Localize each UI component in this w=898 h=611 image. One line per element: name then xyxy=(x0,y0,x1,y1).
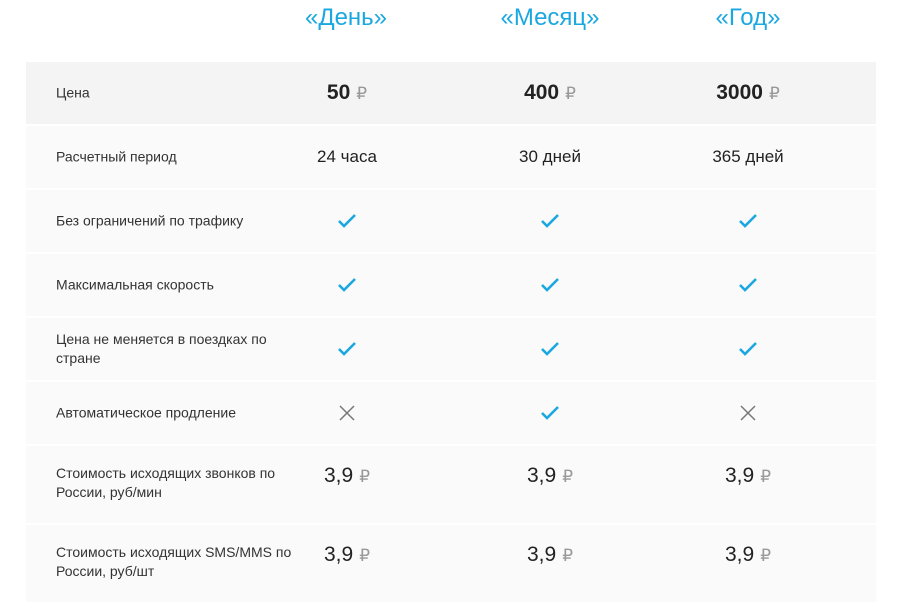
table-cell: 3,9 ₽ xyxy=(725,543,771,567)
check-icon xyxy=(541,406,559,420)
table-cell xyxy=(739,278,757,292)
check-icon xyxy=(739,214,757,228)
table-cell xyxy=(541,278,559,292)
check-icon xyxy=(739,342,757,356)
check-icon xyxy=(338,214,356,228)
table-cell xyxy=(541,342,559,356)
check-icon xyxy=(739,278,757,292)
table-row: Цена 50 ₽400 ₽3000 ₽ xyxy=(26,62,876,124)
comparison-table: Цена 50 ₽400 ₽3000 ₽ Расчетный период 24 часа 3… xyxy=(26,62,876,604)
check-icon xyxy=(541,214,559,228)
table-cell: 24 часа xyxy=(317,147,377,167)
table-cell: 3,9 ₽ xyxy=(527,543,573,567)
period-value: 365 дней xyxy=(712,147,784,166)
period-value: 30 дней xyxy=(519,147,581,166)
table-cell xyxy=(739,214,757,228)
price-value: 400 xyxy=(524,81,560,104)
table-cell xyxy=(338,214,356,228)
cost-value: 3,9 xyxy=(724,543,755,566)
table-cell xyxy=(739,342,757,356)
plan-header-year: «Год» xyxy=(715,4,781,31)
check-icon xyxy=(541,342,559,356)
table-cell xyxy=(338,342,356,356)
row-label: Автоматическое продление xyxy=(56,404,236,421)
row-label: Расчетный период xyxy=(56,148,177,165)
ruble-sign: ₽ xyxy=(356,84,368,103)
row-label: Цена не меняется в поездках по стране xyxy=(56,331,267,366)
cross-icon xyxy=(339,405,355,421)
plan-header-month: «Месяц» xyxy=(500,4,600,31)
table-cell: 30 дней xyxy=(519,147,581,167)
table-cell xyxy=(740,405,756,421)
table-row: Стоимость исходящих звонков по России, р… xyxy=(26,446,876,523)
table-cell: 3000 ₽ xyxy=(716,81,780,105)
check-icon xyxy=(338,278,356,292)
cost-value: 3,9 xyxy=(323,543,354,566)
cost-value: 3,9 xyxy=(526,464,557,487)
table-row: Цена не меняется в поездках по стране xyxy=(26,318,876,380)
table-cell: 3,9 ₽ xyxy=(324,464,370,488)
price-value: 3000 xyxy=(716,81,763,104)
row-label: Цена xyxy=(56,84,90,101)
ruble-sign: ₽ xyxy=(760,467,772,486)
table-cell: 3,9 ₽ xyxy=(527,464,573,488)
ruble-sign: ₽ xyxy=(359,467,371,486)
table-cell: 3,9 ₽ xyxy=(725,464,771,488)
row-label: Максимальная скорость xyxy=(56,276,214,293)
table-cell: 400 ₽ xyxy=(524,81,576,105)
table-cell xyxy=(541,214,559,228)
table-cell: 365 дней xyxy=(712,147,783,167)
ruble-sign: ₽ xyxy=(760,546,772,565)
table-cell xyxy=(338,278,356,292)
table-cell: 50 ₽ xyxy=(327,81,367,105)
table-row: Расчетный период 24 часа 30 дней 365 дней xyxy=(26,126,876,188)
cost-value: 3,9 xyxy=(323,464,354,487)
table-cell: 3,9 ₽ xyxy=(324,543,370,567)
table-row: Стоимость исходящих SMS/MMS по России, р… xyxy=(26,525,876,602)
table-cell xyxy=(541,406,559,420)
cost-value: 3,9 xyxy=(724,464,755,487)
ruble-sign: ₽ xyxy=(562,546,574,565)
check-icon xyxy=(541,278,559,292)
row-label: Без ограничений по трафику xyxy=(56,212,244,229)
ruble-sign: ₽ xyxy=(359,546,371,565)
period-value: 24 часа xyxy=(317,147,377,166)
ruble-sign: ₽ xyxy=(562,467,574,486)
table-cell xyxy=(339,405,355,421)
price-value: 50 xyxy=(326,81,351,104)
plan-header-day: «День» xyxy=(304,4,388,31)
row-label: Стоимость исходящих SMS/MMS по России, р… xyxy=(56,544,292,579)
cost-value: 3,9 xyxy=(526,543,557,566)
row-label: Стоимость исходящих звонков по России, р… xyxy=(56,465,276,500)
ruble-sign: ₽ xyxy=(565,84,576,103)
table-row: Автоматическое продление xyxy=(26,382,876,444)
check-icon xyxy=(338,342,356,356)
ruble-sign: ₽ xyxy=(768,84,780,103)
table-row: Максимальная скорость xyxy=(26,254,876,316)
table-row: Без ограничений по трафику xyxy=(26,190,876,252)
cross-icon xyxy=(740,405,756,421)
